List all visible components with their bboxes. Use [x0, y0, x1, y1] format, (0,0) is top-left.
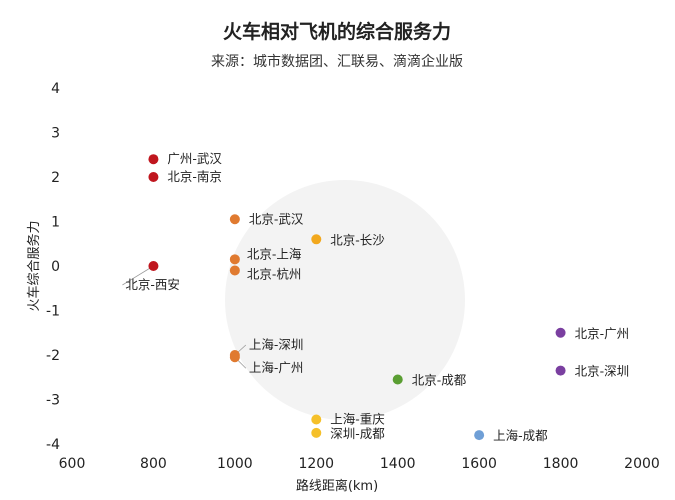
y-tick-label: 3 — [51, 126, 60, 142]
data-point — [229, 265, 240, 276]
data-point-label: 北京-武汉 — [249, 211, 304, 226]
data-point-label: 深圳-成都 — [330, 426, 385, 441]
x-tick-label: 1800 — [543, 456, 579, 472]
data-point — [148, 154, 159, 165]
x-tick-label: 1600 — [461, 456, 497, 472]
watermark-circle — [225, 180, 465, 420]
data-point-label: 上海-重庆 — [330, 412, 385, 427]
y-axis-label: 火车综合服务力 — [26, 220, 42, 311]
data-point-label: 上海-深圳 — [249, 337, 304, 352]
data-point-label: 上海-广州 — [249, 360, 304, 375]
data-point — [311, 234, 322, 245]
data-point-label: 北京-成都 — [412, 372, 467, 387]
x-tick-label: 600 — [59, 456, 86, 472]
data-point-label: 北京-杭州 — [247, 266, 302, 281]
y-tick-label: 0 — [51, 259, 60, 275]
y-tick-label: 2 — [51, 170, 60, 186]
data-point — [311, 427, 322, 438]
x-tick-label: 800 — [140, 456, 167, 472]
y-axis-ticks: 4 3 2 1 0 -1 -2 -3 -4 — [46, 81, 60, 453]
data-point — [148, 261, 159, 271]
data-point — [555, 327, 566, 338]
y-tick-label: -3 — [46, 393, 60, 409]
y-tick-label: -1 — [46, 304, 60, 320]
data-point — [392, 374, 403, 385]
data-points — [148, 154, 566, 441]
chart-title: 火车相对飞机的综合服务力 — [223, 20, 451, 43]
data-point-label: 北京-广州 — [575, 326, 630, 341]
data-point-label: 北京-上海 — [247, 246, 302, 261]
data-point-label: 北京-深圳 — [575, 364, 630, 379]
x-axis-ticks: 600 800 1000 1200 1400 1600 1800 2000 — [59, 456, 660, 472]
data-point — [311, 414, 322, 425]
data-point — [229, 214, 240, 225]
data-point — [148, 172, 159, 182]
x-tick-label: 2000 — [624, 456, 660, 472]
data-point-label: 北京-南京 — [167, 169, 222, 184]
data-point-label: 北京-西安 — [125, 277, 180, 292]
y-tick-label: 1 — [51, 215, 60, 231]
data-point-label: 上海-成都 — [493, 428, 548, 443]
chart-subtitle: 来源：城市数据团、汇联易、滴滴企业版 — [211, 53, 463, 70]
y-tick-label: 4 — [51, 81, 60, 97]
data-point — [555, 365, 566, 376]
data-point — [474, 430, 485, 441]
label-leader-line — [122, 265, 154, 286]
x-tick-label: 1000 — [217, 456, 253, 472]
y-tick-label: -4 — [46, 437, 60, 453]
data-point-label: 北京-长沙 — [330, 232, 385, 247]
data-point — [229, 352, 240, 363]
x-tick-label: 1400 — [380, 456, 416, 472]
x-axis-label: 路线距离(km) — [296, 478, 378, 494]
data-point-label: 广州-武汉 — [167, 151, 222, 166]
y-tick-label: -2 — [46, 348, 60, 364]
data-point — [229, 254, 240, 265]
x-tick-label: 1200 — [298, 456, 334, 472]
